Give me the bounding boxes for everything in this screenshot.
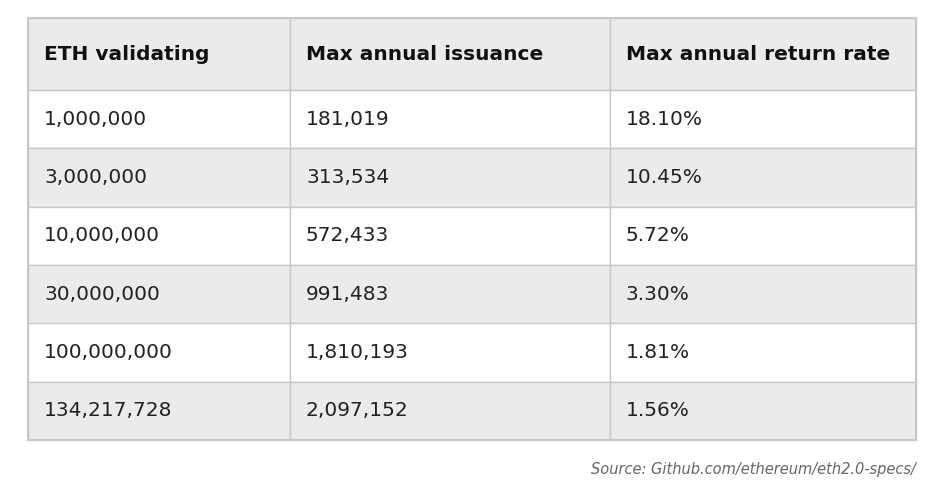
Text: 1,000,000: 1,000,000 [44,110,147,128]
Text: 18.10%: 18.10% [626,110,702,128]
Text: 313,534: 313,534 [306,168,389,187]
Text: 134,217,728: 134,217,728 [44,402,173,420]
Text: 1.81%: 1.81% [626,343,690,362]
Bar [28,265,290,324]
Bar [290,382,610,440]
Bar [290,206,610,265]
Text: 5.72%: 5.72% [626,226,689,246]
Text: Source: Github.com/ethereum/eth2.0-specs/: Source: Github.com/ethereum/eth2.0-specs… [591,462,916,477]
Text: 3.30%: 3.30% [626,284,689,304]
Text: Max annual issuance: Max annual issuance [306,44,543,64]
Text: 30,000,000: 30,000,000 [44,284,160,304]
Text: 572,433: 572,433 [306,226,389,246]
Bar [28,18,290,90]
Bar [28,90,290,148]
Bar [28,148,290,206]
Bar [28,206,290,265]
Text: 1.56%: 1.56% [626,402,689,420]
Text: 100,000,000: 100,000,000 [44,343,173,362]
Bar [290,265,610,324]
Text: 181,019: 181,019 [306,110,390,128]
Bar [28,324,290,382]
Bar [610,265,916,324]
Bar [610,148,916,206]
Bar [28,18,916,440]
Bar [610,90,916,148]
Bar [290,90,610,148]
Text: ETH validating: ETH validating [44,44,210,64]
Bar [290,18,610,90]
Bar [610,324,916,382]
Text: 1,810,193: 1,810,193 [306,343,409,362]
Bar [610,18,916,90]
Bar [290,324,610,382]
Text: 3,000,000: 3,000,000 [44,168,147,187]
Bar [610,206,916,265]
Text: 991,483: 991,483 [306,284,389,304]
Text: 2,097,152: 2,097,152 [306,402,409,420]
Bar [610,382,916,440]
Text: Max annual return rate: Max annual return rate [626,44,890,64]
Bar [28,382,290,440]
Text: 10.45%: 10.45% [626,168,702,187]
Bar [290,148,610,206]
Text: 10,000,000: 10,000,000 [44,226,160,246]
